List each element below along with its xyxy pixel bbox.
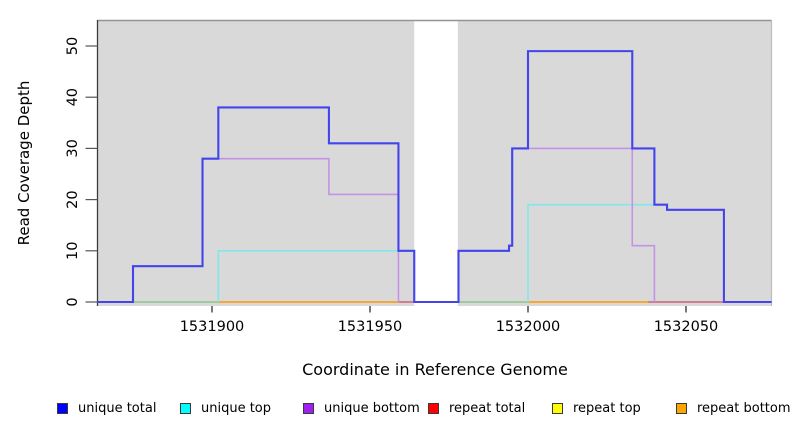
legend-item-repeat-top: repeat top bbox=[552, 399, 641, 417]
legend-label: repeat top bbox=[573, 400, 641, 416]
y-tick-label: 20 bbox=[65, 190, 81, 208]
legend: unique total unique top unique bottom repea… bbox=[0, 399, 792, 421]
legend-swatch-repeat-bottom bbox=[676, 402, 687, 414]
x-axis-title: Coordinate in Reference Genome bbox=[302, 360, 568, 379]
legend-swatch-unique-total bbox=[57, 402, 68, 414]
y-tick-label: 30 bbox=[65, 139, 81, 157]
legend-label: repeat total bbox=[449, 400, 526, 416]
y-tick-label: 40 bbox=[65, 88, 81, 106]
legend-swatch-unique-bottom bbox=[303, 402, 314, 414]
legend-label: unique total bbox=[78, 400, 157, 416]
legend-item-unique-bottom: unique bottom bbox=[303, 399, 420, 417]
legend-swatch-repeat-top bbox=[552, 402, 563, 414]
x-tick-label: 1532000 bbox=[496, 319, 561, 335]
x-tick-label: 1531950 bbox=[338, 319, 403, 335]
legend-swatch-repeat-total bbox=[428, 402, 439, 414]
legend-item-repeat-total: repeat total bbox=[428, 399, 525, 417]
legend-item-unique-top: unique top bbox=[180, 399, 271, 417]
y-tick-label: 50 bbox=[65, 37, 81, 55]
legend-item-unique-total: unique total bbox=[57, 399, 156, 417]
legend-label: repeat bottom bbox=[697, 400, 791, 416]
y-tick-label: 10 bbox=[65, 242, 81, 260]
masked-region bbox=[414, 21, 458, 306]
legend-label: unique top bbox=[201, 400, 272, 416]
x-tick-label: 1531900 bbox=[180, 319, 245, 335]
legend-swatch-unique-top bbox=[180, 402, 191, 414]
legend-item-repeat-bottom: repeat bottom bbox=[676, 399, 791, 417]
legend-label: unique bottom bbox=[324, 400, 420, 416]
y-tick-label: 0 bbox=[65, 297, 81, 306]
x-tick-label: 1532050 bbox=[654, 319, 719, 335]
series-line-unique-total bbox=[97, 50, 772, 304]
y-axis-title: Read Coverage Depth bbox=[15, 80, 33, 246]
